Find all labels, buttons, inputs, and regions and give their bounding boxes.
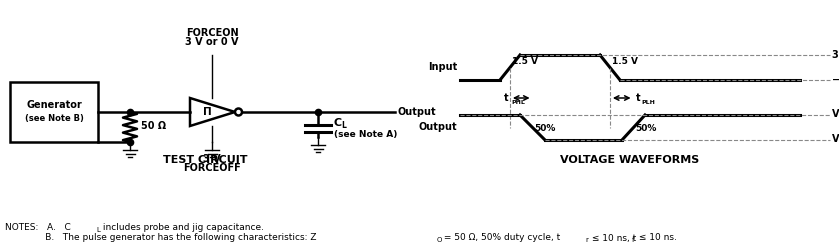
Text: 1.5 V: 1.5 V — [512, 56, 538, 66]
Bar — [10, 82, 98, 142]
Text: f: f — [632, 236, 634, 242]
Text: −3 V: −3 V — [832, 75, 839, 85]
Text: t: t — [503, 93, 508, 103]
Text: PLH: PLH — [642, 100, 655, 105]
Text: L: L — [96, 226, 100, 232]
Text: 3 V: 3 V — [203, 154, 221, 164]
Text: NOTES:   A.   C: NOTES: A. C — [5, 224, 70, 232]
Text: ≤ 10 ns, t: ≤ 10 ns, t — [589, 234, 636, 242]
Text: t: t — [635, 93, 640, 103]
Text: Output: Output — [398, 107, 436, 117]
Text: 50%: 50% — [635, 124, 657, 133]
Text: V: V — [832, 109, 839, 119]
Text: 1.5 V: 1.5 V — [612, 56, 638, 66]
Text: Generator: Generator — [26, 100, 82, 110]
Text: Input: Input — [428, 62, 457, 72]
Text: 50 Ω: 50 Ω — [141, 121, 166, 131]
Text: C: C — [334, 118, 342, 128]
Text: PHL: PHL — [511, 100, 525, 105]
Text: Π: Π — [203, 107, 211, 117]
Text: VOLTAGE WAVEFORMS: VOLTAGE WAVEFORMS — [560, 155, 700, 165]
Text: O: O — [437, 236, 442, 242]
Text: includes probe and jig capacitance.: includes probe and jig capacitance. — [100, 224, 264, 232]
Text: ≤ 10 ns.: ≤ 10 ns. — [636, 234, 677, 242]
Text: = 50 Ω, 50% duty cycle, t: = 50 Ω, 50% duty cycle, t — [441, 234, 560, 242]
Text: (see Note A): (see Note A) — [334, 130, 398, 138]
Text: 50%: 50% — [534, 124, 556, 133]
Text: Output: Output — [419, 122, 457, 132]
Text: (see Note B): (see Note B) — [24, 114, 83, 122]
Text: L: L — [341, 122, 346, 130]
Text: FORCEOFF: FORCEOFF — [183, 163, 241, 173]
Text: TEST CIRCUIT: TEST CIRCUIT — [163, 155, 248, 165]
Text: V: V — [832, 134, 839, 144]
Text: FORCEON: FORCEON — [185, 28, 238, 38]
Text: 3 V or 0 V: 3 V or 0 V — [185, 37, 239, 47]
Text: B.   The pulse generator has the following characteristics: Z: B. The pulse generator has the following… — [5, 234, 316, 242]
Text: r: r — [585, 236, 588, 242]
Text: 3 V: 3 V — [832, 50, 839, 60]
